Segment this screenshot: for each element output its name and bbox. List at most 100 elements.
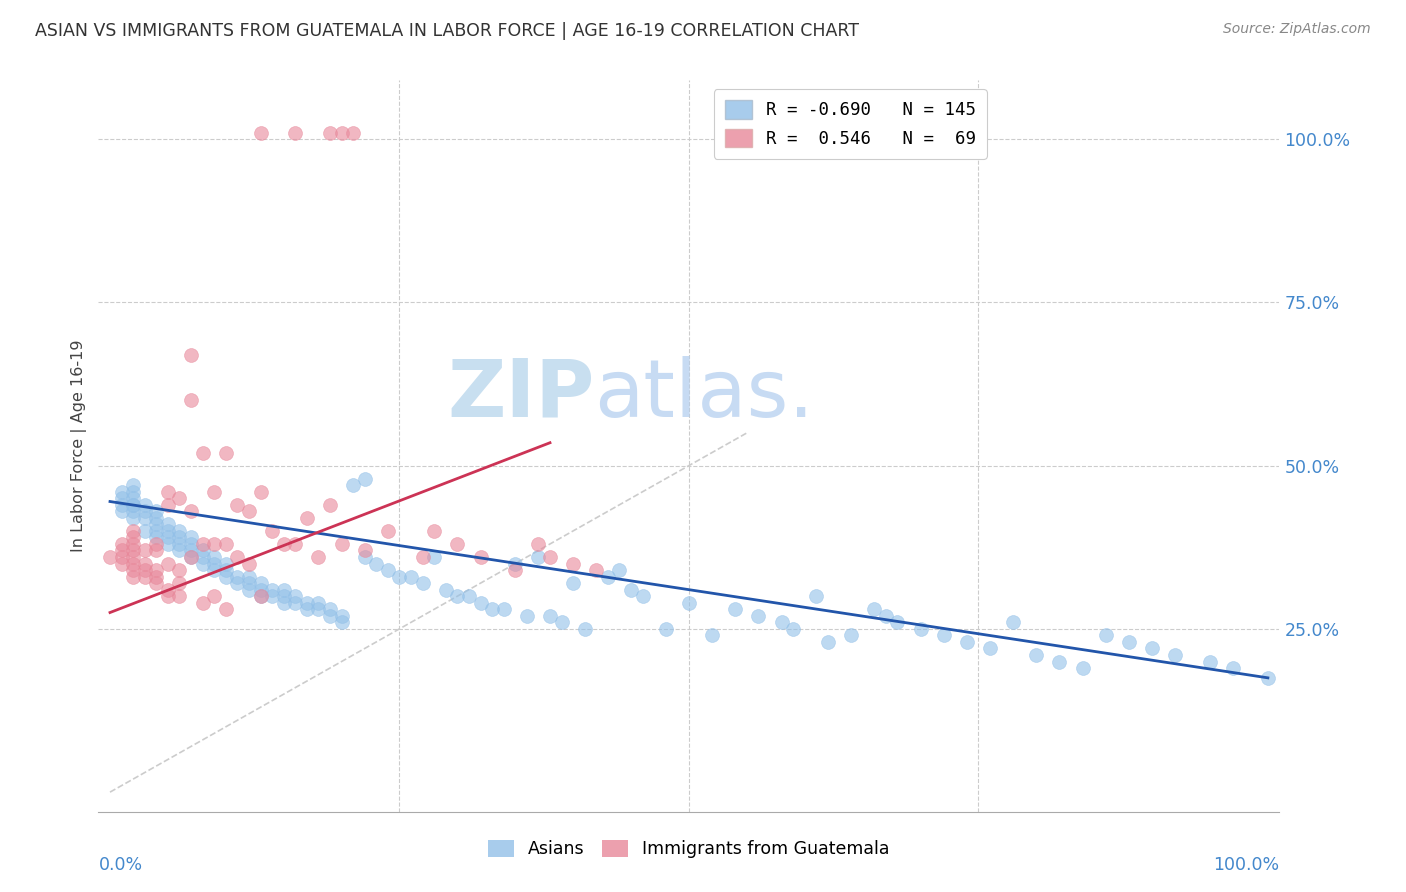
Point (319, 602, 342, 616)
Point (262, 524, 284, 538)
Point (307, 602, 329, 616)
Point (122, 543, 145, 558)
Point (238, 582, 260, 597)
Point (527, 549, 550, 564)
Point (481, 602, 503, 616)
Point (122, 484, 145, 499)
Point (1222, 661, 1244, 675)
Point (226, 576, 249, 591)
Point (503, 557, 526, 571)
Point (782, 622, 804, 636)
Point (262, 589, 284, 603)
Point (156, 582, 179, 597)
Point (412, 576, 434, 591)
Point (122, 524, 145, 538)
Point (516, 608, 538, 623)
Point (724, 602, 747, 616)
Point (295, 602, 318, 616)
Text: 100.0%: 100.0% (1213, 855, 1279, 873)
Point (319, 498, 342, 512)
Point (470, 596, 492, 610)
Point (249, 589, 271, 603)
Point (747, 608, 769, 623)
Point (226, 569, 249, 583)
Point (562, 576, 585, 591)
Point (110, 537, 132, 551)
Point (238, 569, 260, 583)
Point (145, 517, 167, 532)
Point (180, 504, 202, 518)
Point (145, 543, 167, 558)
Point (319, 608, 342, 623)
Point (412, 549, 434, 564)
Point (596, 569, 619, 583)
Point (180, 537, 202, 551)
Point (191, 537, 214, 551)
Point (1025, 648, 1047, 662)
Point (202, 549, 225, 564)
Point (202, 537, 225, 551)
Point (1071, 661, 1094, 675)
Point (342, 126, 364, 140)
Point (180, 530, 202, 544)
Point (770, 615, 793, 630)
Point (353, 472, 375, 486)
Point (134, 524, 156, 538)
Point (527, 537, 550, 551)
Point (215, 563, 238, 577)
Point (423, 524, 446, 538)
Point (110, 549, 132, 564)
Point (446, 537, 468, 551)
Point (110, 484, 132, 499)
Point (1164, 648, 1187, 662)
Point (145, 537, 167, 551)
Point (156, 589, 179, 603)
Point (122, 549, 145, 564)
Point (122, 498, 145, 512)
Point (110, 543, 132, 558)
Point (134, 563, 156, 577)
Point (1257, 671, 1279, 685)
Point (145, 530, 167, 544)
Point (249, 126, 271, 140)
Point (550, 615, 572, 630)
Point (284, 596, 307, 610)
Point (122, 511, 145, 525)
Point (817, 635, 839, 649)
Point (202, 589, 225, 603)
Point (562, 557, 585, 571)
Point (492, 602, 515, 616)
Point (330, 537, 353, 551)
Text: atlas.: atlas. (595, 356, 814, 434)
Point (574, 622, 596, 636)
Point (609, 563, 631, 577)
Text: ASIAN VS IMMIGRANTS FROM GUATEMALA IN LABOR FORCE | AGE 16-19 CORRELATION CHART: ASIAN VS IMMIGRANTS FROM GUATEMALA IN LA… (35, 22, 859, 40)
Point (319, 126, 342, 140)
Point (180, 348, 202, 362)
Point (886, 615, 908, 630)
Point (156, 498, 179, 512)
Point (538, 608, 561, 623)
Point (145, 524, 167, 538)
Point (169, 524, 191, 538)
Point (806, 589, 828, 603)
Point (202, 484, 225, 499)
Point (307, 549, 329, 564)
Point (156, 484, 179, 499)
Point (330, 608, 353, 623)
Point (330, 126, 353, 140)
Point (110, 557, 132, 571)
Point (1140, 641, 1163, 656)
Point (122, 498, 145, 512)
Point (110, 504, 132, 518)
Point (249, 484, 271, 499)
Point (458, 589, 481, 603)
Point (145, 504, 167, 518)
Point (377, 524, 399, 538)
Point (631, 589, 654, 603)
Point (249, 576, 271, 591)
Point (295, 511, 318, 525)
Point (122, 478, 145, 492)
Point (191, 445, 214, 459)
Point (284, 126, 307, 140)
